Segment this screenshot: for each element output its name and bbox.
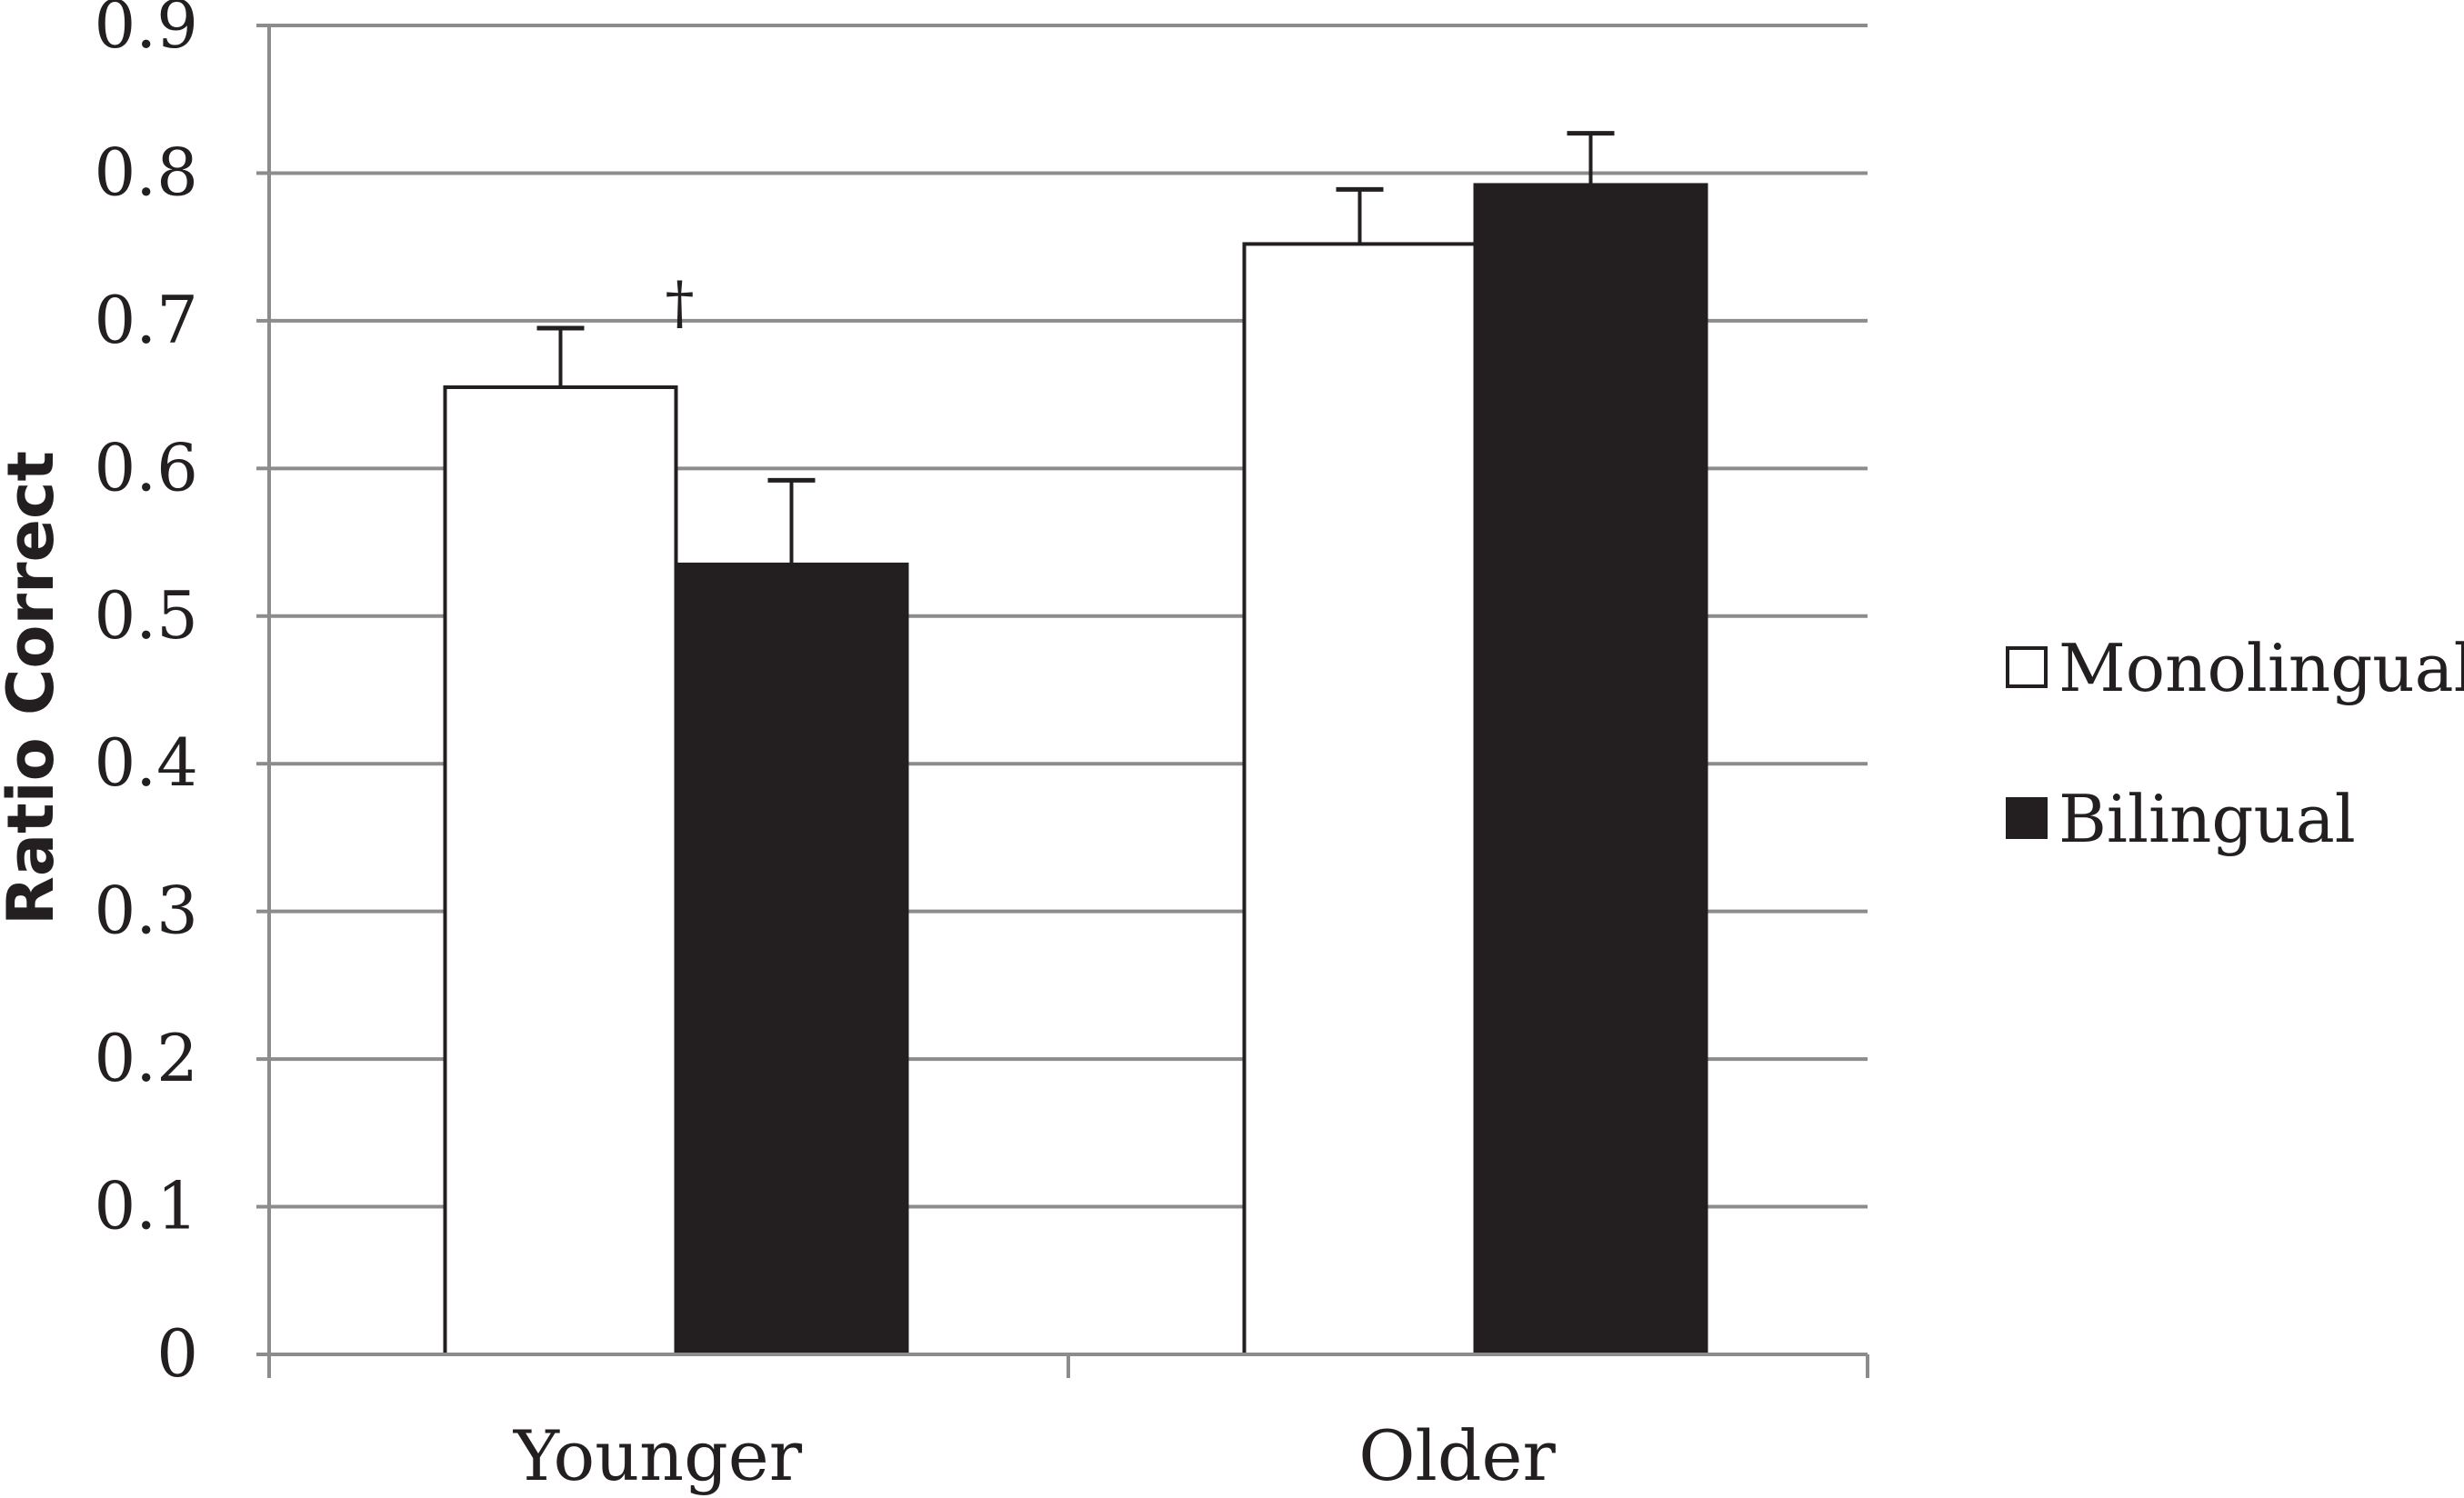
y-tick-label: 0.7 — [94, 282, 198, 358]
y-axis-tick-labels: 0 0.1 0.2 0.3 0.4 0.5 0.6 0.7 0.8 0.9 — [94, 0, 198, 1392]
y-tick-label: 0.4 — [94, 724, 198, 801]
x-category-label: Older — [1358, 1415, 1556, 1496]
y-tick-label: 0.3 — [94, 873, 198, 949]
y-tick-label: 0.6 — [94, 429, 198, 505]
y-tick-label: 0 — [156, 1315, 198, 1392]
significance-marker: † — [666, 270, 695, 337]
bar-monolingual-older — [1242, 242, 1477, 1357]
bar-monolingual-younger — [443, 384, 678, 1356]
legend-swatch-monolingual — [2006, 646, 2048, 688]
x-axis-category-labels: Younger Older — [513, 1415, 1557, 1496]
y-tick-label: 0.8 — [94, 134, 198, 210]
bar-bilingual-younger — [674, 562, 909, 1356]
y-tick-label: 0.2 — [94, 1020, 198, 1096]
bars — [443, 183, 1708, 1357]
legend-label-monolingual: Monolingual — [2058, 630, 2464, 706]
axes — [267, 25, 1869, 1378]
bar-bilingual-older — [1473, 183, 1708, 1357]
error-bars — [536, 131, 1615, 564]
y-axis-label: Ratio Correct — [0, 451, 68, 925]
y-tick-label: 0.1 — [94, 1168, 198, 1244]
x-category-label: Younger — [513, 1415, 803, 1496]
legend-label-bilingual: Bilingual — [2058, 781, 2356, 857]
y-tick-label: 0.5 — [94, 577, 198, 654]
y-tick-label: 0.9 — [94, 0, 198, 63]
legend: Monolingual Bilingual — [2006, 630, 2464, 857]
annotations: † — [666, 270, 695, 337]
legend-swatch-bilingual — [2006, 797, 2048, 839]
